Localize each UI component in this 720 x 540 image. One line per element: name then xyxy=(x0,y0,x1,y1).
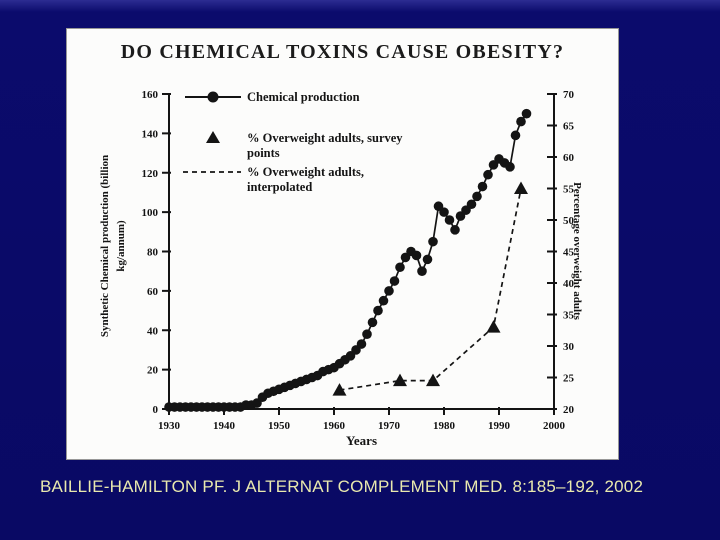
svg-text:% Overweight adults, survey: % Overweight adults, survey xyxy=(247,131,403,145)
svg-text:1930: 1930 xyxy=(158,420,181,432)
svg-text:70: 70 xyxy=(563,89,575,101)
svg-text:45: 45 xyxy=(563,247,575,259)
svg-text:1960: 1960 xyxy=(323,420,346,432)
svg-text:40: 40 xyxy=(563,278,575,290)
svg-text:Percentage overweight adults: Percentage overweight adults xyxy=(571,182,583,321)
svg-text:40: 40 xyxy=(147,325,159,337)
svg-text:80: 80 xyxy=(147,247,159,259)
svg-text:140: 140 xyxy=(142,128,159,140)
series-overweight-adults-interpolated xyxy=(339,188,522,391)
svg-text:55: 55 xyxy=(563,184,575,196)
series-chemical-production xyxy=(164,108,532,412)
svg-text:2000: 2000 xyxy=(543,420,566,432)
svg-text:20: 20 xyxy=(147,365,159,377)
svg-text:30: 30 xyxy=(563,341,575,353)
citation: BAILLIE-HAMILTON PF. J ALTERNAT COMPLEME… xyxy=(40,477,644,496)
svg-text:1990: 1990 xyxy=(488,420,511,432)
svg-text:Chemical production: Chemical production xyxy=(247,90,360,104)
svg-text:25: 25 xyxy=(563,373,575,385)
svg-text:1980: 1980 xyxy=(433,420,456,432)
svg-text:1970: 1970 xyxy=(378,420,401,432)
svg-text:interpolated: interpolated xyxy=(247,180,312,194)
svg-text:Years: Years xyxy=(346,433,377,448)
chart-panel: 0 20 40 60 80 100 120 140 160 20 25 30 35 40 45 50 55 60 6… xyxy=(66,28,619,460)
svg-text:60: 60 xyxy=(563,152,575,164)
svg-text:65: 65 xyxy=(563,121,575,133)
svg-text:60: 60 xyxy=(147,286,159,298)
svg-text:20: 20 xyxy=(563,404,575,416)
axis-labels: Years Synthetic Chemical production (bill… xyxy=(99,155,583,448)
obesity-chemicals-chart: 0 20 40 60 80 100 120 140 160 20 25 30 35 40 45 50 55 60 6… xyxy=(99,89,583,448)
series-overweight-adults-survey-points xyxy=(332,181,528,396)
svg-text:35: 35 xyxy=(563,310,575,322)
svg-text:Synthetic Chemical production: Synthetic Chemical production (billion xyxy=(99,155,111,337)
svg-text:120: 120 xyxy=(142,168,159,180)
legend: Chemical production % Overweight adults, … xyxy=(183,90,403,194)
svg-text:kg/annum): kg/annum) xyxy=(115,220,127,272)
svg-text:100: 100 xyxy=(142,207,159,219)
svg-text:points: points xyxy=(247,146,280,160)
chart-title: DO CHEMICAL TOXINS CAUSE OBESITY? xyxy=(120,41,565,63)
svg-text:0: 0 xyxy=(153,404,159,416)
svg-text:1950: 1950 xyxy=(268,420,291,432)
svg-text:50: 50 xyxy=(563,215,575,227)
svg-text:1940: 1940 xyxy=(213,420,236,432)
svg-text:160: 160 xyxy=(142,89,159,101)
svg-text:% Overweight adults,: % Overweight adults, xyxy=(247,165,364,179)
